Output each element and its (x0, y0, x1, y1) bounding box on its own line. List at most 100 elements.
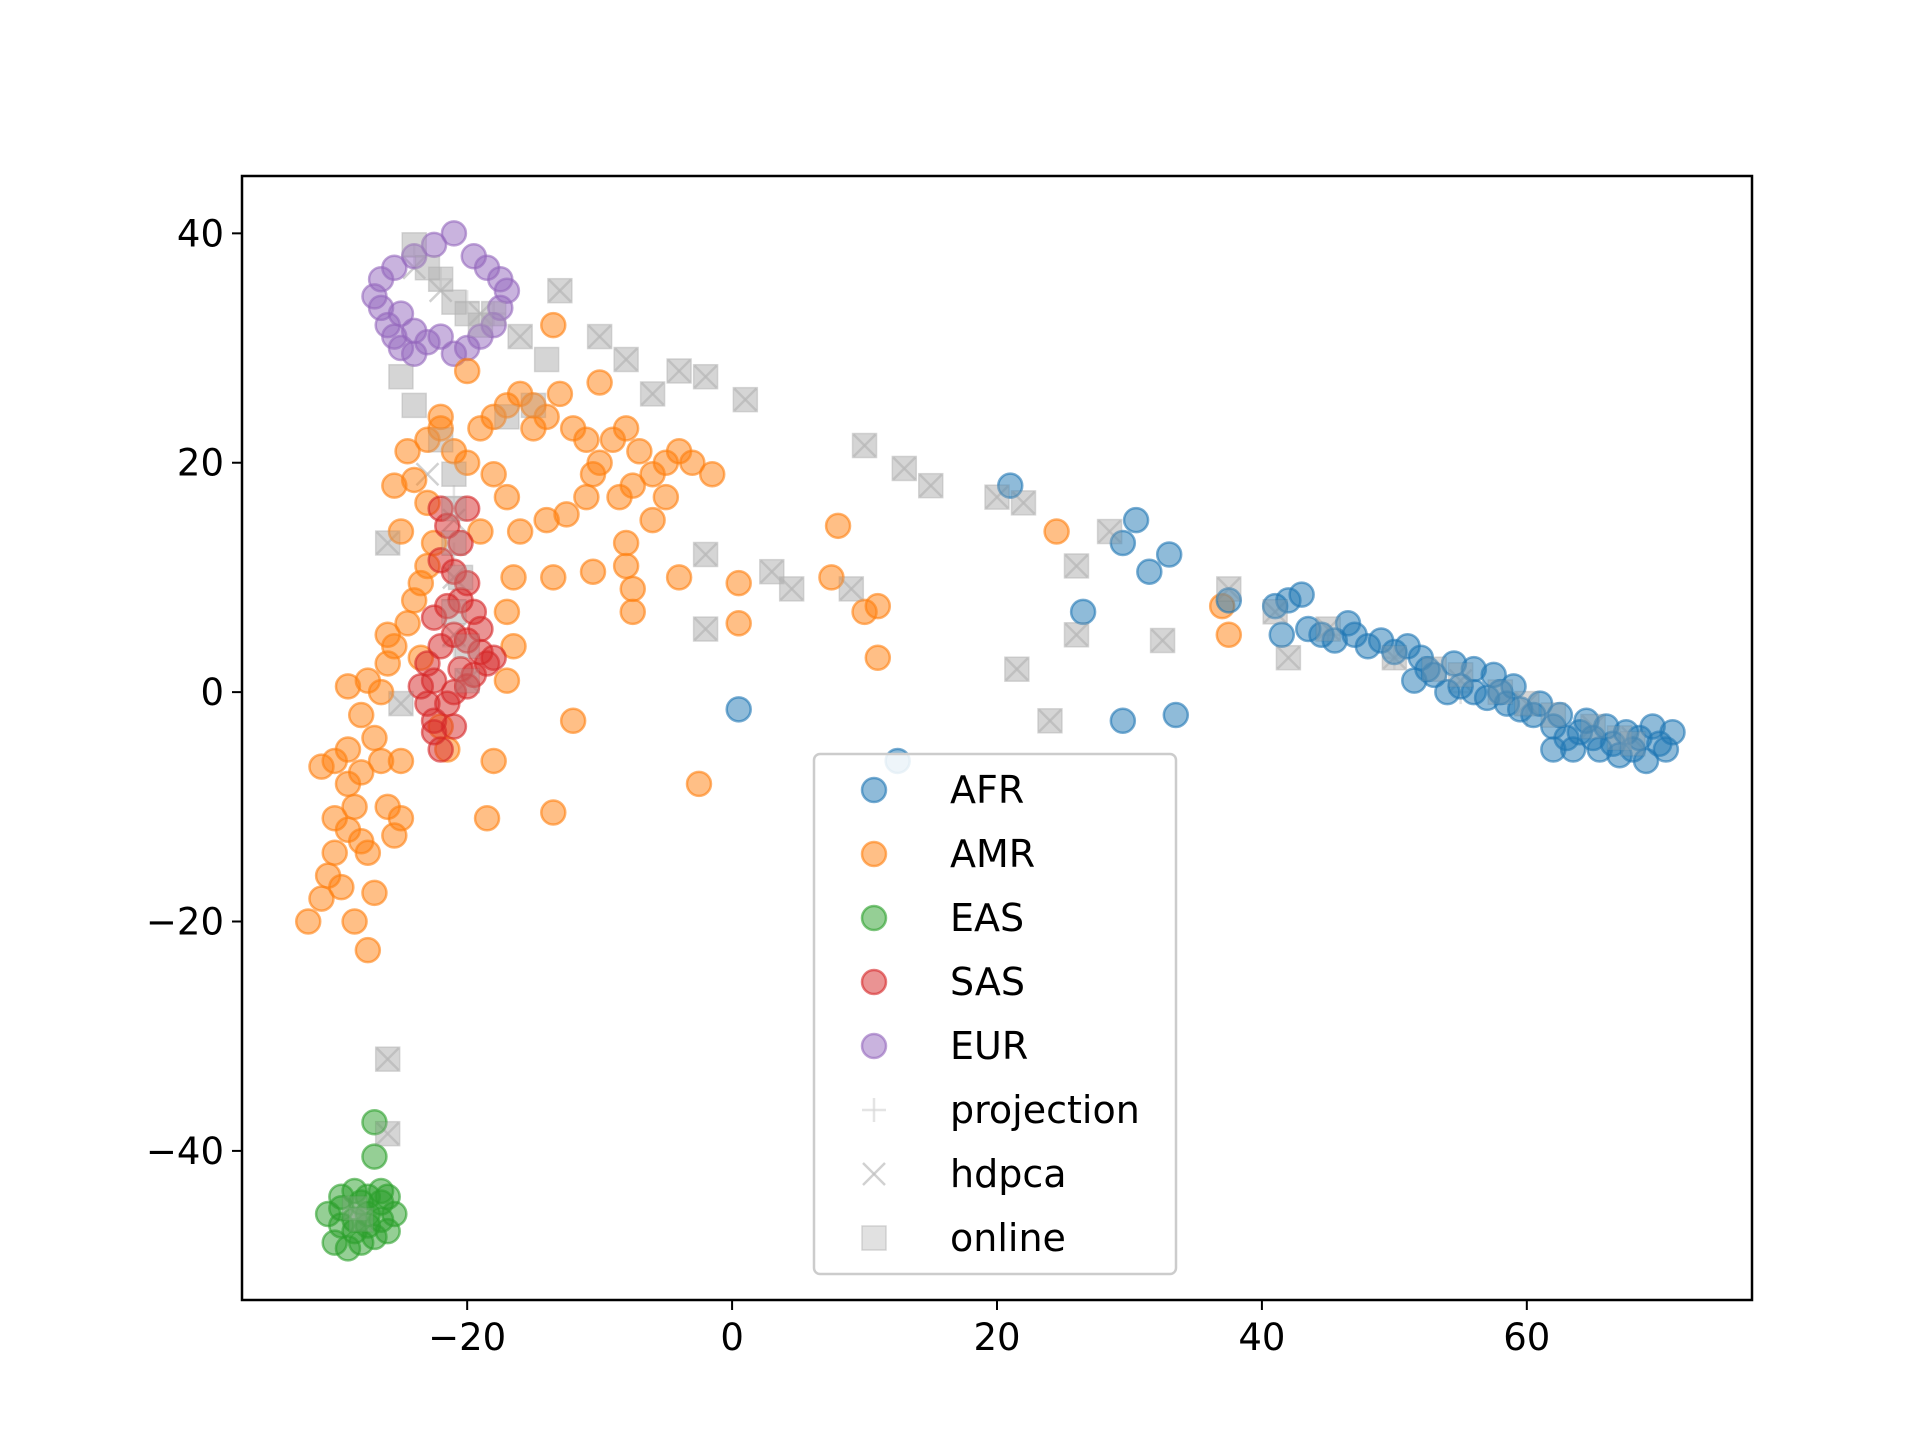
point-amr (540, 564, 567, 591)
point-sas (427, 632, 454, 660)
point-amr (361, 879, 388, 907)
point-amr (354, 839, 382, 866)
y-tick-label: −40 (146, 1130, 224, 1173)
point-amr (387, 518, 415, 545)
legend-marker-afr (860, 776, 888, 804)
point-online (508, 324, 533, 349)
point-hdpca (1004, 657, 1029, 682)
point-eur (440, 220, 468, 247)
point-online (428, 267, 453, 292)
x-tick-label: 40 (1238, 1316, 1285, 1359)
point-online (1097, 519, 1122, 544)
point-hdpca (892, 456, 917, 481)
point-online (374, 1046, 401, 1072)
point-sas (453, 673, 481, 700)
point-amr (579, 460, 607, 488)
point-online (1064, 622, 1089, 647)
point-amr (606, 483, 633, 511)
series-amr (294, 311, 1243, 964)
point-amr (341, 793, 368, 821)
point-amr (473, 805, 501, 832)
point-online (427, 266, 454, 292)
point-online (733, 387, 758, 412)
point-online (401, 392, 427, 419)
point-eur (387, 300, 415, 327)
point-online (1316, 617, 1341, 642)
series-eas (314, 1108, 408, 1262)
legend-marker-amr (860, 840, 888, 868)
point-eur (361, 283, 388, 310)
point-amr (354, 936, 382, 964)
point-amr (533, 506, 560, 534)
point-afr (1659, 719, 1686, 746)
point-online (1216, 576, 1241, 601)
point-online (666, 358, 692, 384)
point-online (640, 381, 665, 406)
legend: AFR AMR EAS SAS EUR projection hdpca online (812, 752, 1178, 1276)
point-online (839, 576, 864, 601)
point-online (692, 541, 719, 568)
point-hdpca (614, 347, 639, 372)
point-online (441, 531, 466, 556)
point-online (1150, 628, 1175, 653)
point-sas (453, 495, 481, 522)
point-online (1581, 714, 1606, 739)
point-amr (626, 438, 653, 465)
legend-label-amr: AMR (950, 832, 1035, 876)
point-hdpca (918, 473, 943, 498)
point-amr (698, 460, 726, 488)
point-hdpca (693, 617, 718, 641)
point-amr (361, 724, 388, 752)
point-amr (321, 839, 348, 866)
series-online-overlay (342, 232, 1645, 1232)
point-online (481, 301, 506, 326)
point-online (918, 473, 943, 498)
legend-label-projection: projection (950, 1088, 1140, 1132)
point-online (1149, 627, 1176, 654)
point-online (1514, 691, 1539, 716)
point-online (388, 691, 413, 716)
point-amr (453, 449, 481, 476)
point-online (415, 255, 440, 280)
point-amr (573, 426, 600, 454)
point-sas (414, 650, 441, 677)
point-online (1263, 599, 1288, 624)
point-amr (725, 569, 752, 597)
point-amr (612, 552, 640, 580)
point-amr (619, 575, 646, 603)
point-amr (1043, 518, 1070, 545)
point-amr (493, 598, 521, 626)
point-online (1382, 645, 1407, 670)
data-points (294, 220, 1686, 1262)
point-online (375, 531, 400, 556)
point-afr (996, 472, 1024, 499)
point-afr (1526, 690, 1554, 717)
point-amr (367, 678, 395, 706)
point-hdpca (508, 324, 533, 349)
x-tick-label: −20 (428, 1316, 506, 1359)
point-afr (1155, 541, 1183, 568)
point-online (494, 404, 519, 429)
point-amr (334, 736, 362, 763)
x-tick-label: 60 (1503, 1316, 1550, 1359)
y-tick-label: 20 (177, 442, 224, 485)
point-amr (612, 415, 640, 442)
point-eur (427, 323, 454, 350)
legend-label-eur: EUR (950, 1024, 1028, 1068)
point-amr (394, 438, 421, 465)
point-online (547, 278, 572, 303)
point-online (448, 565, 473, 590)
point-hdpca (548, 278, 572, 303)
point-hdpca (733, 387, 758, 412)
point-online (851, 432, 878, 459)
point-amr (347, 701, 375, 729)
point-online (1488, 680, 1513, 705)
point-online (349, 1207, 374, 1232)
point-amr (387, 747, 415, 775)
point-hdpca (852, 433, 877, 458)
point-online (507, 323, 533, 350)
legend-marker-sas (860, 968, 888, 996)
point-afr (1122, 506, 1150, 534)
point-eur (400, 243, 428, 270)
